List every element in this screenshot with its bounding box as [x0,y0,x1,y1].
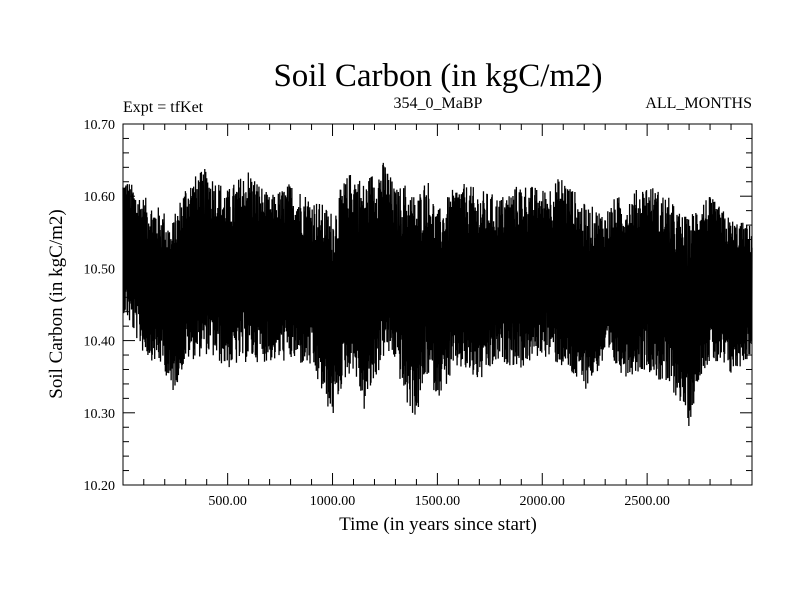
series-layer [122,162,753,427]
period-label: 354_0_MaBP [394,95,483,112]
x-tick-label: 1000.00 [310,494,356,509]
y-axis-label: Soil Carbon (in kgC/m2) [46,209,67,398]
x-tick-label: 1500.00 [415,494,461,509]
x-tick-label: 2500.00 [624,494,670,509]
y-tick-label: 10.30 [84,407,116,422]
y-tick-label: 10.50 [84,262,116,277]
y-tick-label: 10.40 [84,335,116,350]
x-tick-label: 500.00 [208,494,247,509]
x-axis-label: Time (in years since start) [339,514,537,535]
series-line-0 [122,162,753,427]
months-label: ALL_MONTHS [645,95,752,112]
chart-title: Soil Carbon (in kgC/m2) [273,58,602,94]
x-tick-label: 2000.00 [520,494,566,509]
y-tick-label: 10.70 [84,118,116,133]
experiment-label: Expt = tfKet [123,99,204,116]
plot-frame [122,123,753,486]
y-tick-label: 10.20 [84,479,116,494]
y-tick-label: 10.60 [84,190,116,205]
ticks-layer: 500.00 1000.00 1500.00 2000.00 2500.00 10.20 1… [84,118,752,509]
